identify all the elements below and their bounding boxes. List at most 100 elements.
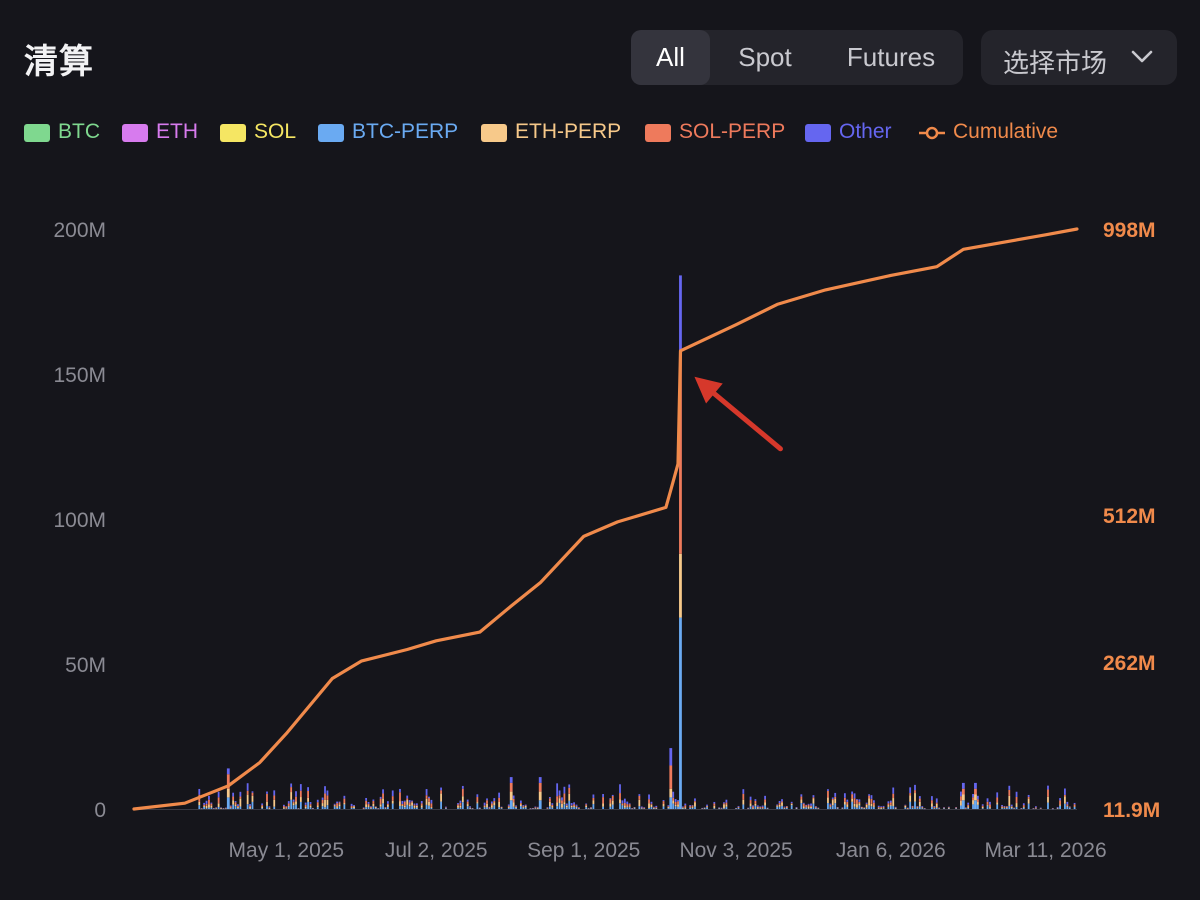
- daily-liquidation-bar-segment: [290, 787, 293, 793]
- daily-liquidation-bar-segment: [299, 801, 302, 809]
- daily-liquidation-bar-segment: [812, 795, 815, 798]
- daily-liquidation-bar-segment: [623, 802, 626, 806]
- daily-liquidation-bar-segment: [217, 797, 220, 804]
- daily-liquidation-bar-segment: [814, 806, 817, 808]
- daily-liquidation-bar-segment: [677, 806, 679, 809]
- daily-liquidation-bar-segment: [430, 803, 433, 807]
- daily-liquidation-bar-segment: [374, 808, 377, 809]
- daily-liquidation-bar-segment: [507, 804, 510, 806]
- daily-liquidation-bar-segment: [590, 807, 592, 809]
- daily-liquidation-bar-segment: [457, 803, 459, 805]
- daily-liquidation-bar-segment: [889, 800, 892, 803]
- daily-liquidation-bar-segment: [943, 808, 945, 809]
- legend-swatch: [318, 124, 344, 142]
- tab-all[interactable]: All: [631, 30, 710, 85]
- daily-liquidation-bar-segment: [430, 806, 433, 808]
- daily-liquidation-bar-segment: [343, 795, 346, 799]
- daily-liquidation-bar-segment: [379, 796, 382, 799]
- daily-liquidation-bar-segment: [754, 805, 757, 809]
- daily-liquidation-bar-segment: [1005, 807, 1008, 809]
- daily-liquidation-bar-segment: [723, 802, 725, 804]
- daily-liquidation-bar-segment: [575, 804, 578, 806]
- daily-liquidation-bar-segment: [563, 793, 566, 803]
- legend-swatch: [122, 124, 148, 142]
- daily-liquidation-bar-segment: [321, 797, 324, 800]
- daily-liquidation-bar-segment: [706, 807, 708, 809]
- daily-liquidation-bar-segment: [459, 802, 462, 806]
- daily-liquidation-bar-segment: [694, 801, 696, 803]
- daily-liquidation-bar-segment: [703, 808, 706, 809]
- daily-liquidation-bar-segment: [880, 807, 883, 809]
- daily-liquidation-bar-segment: [827, 790, 829, 798]
- daily-liquidation-bar-segment: [509, 800, 513, 809]
- daily-liquidation-bar-segment: [911, 806, 914, 808]
- daily-liquidation-bar-segment: [761, 805, 764, 807]
- daily-liquidation-bar-segment: [904, 807, 907, 809]
- daily-liquidation-bar-segment: [476, 794, 479, 798]
- daily-liquidation-bar-segment: [1027, 796, 1030, 799]
- daily-liquidation-bar-segment: [399, 806, 401, 809]
- daily-liquidation-bar-segment: [967, 802, 970, 805]
- daily-liquidation-bar-segment: [512, 802, 515, 807]
- right-axis-tick-label: 11.9M: [1103, 799, 1160, 822]
- daily-liquidation-bar-segment: [573, 806, 575, 807]
- daily-liquidation-bar-segment: [916, 808, 919, 809]
- daily-liquidation-bar-segment: [408, 802, 411, 805]
- daily-liquidation-bar-segment: [440, 787, 442, 791]
- daily-liquidation-bar-segment: [742, 789, 745, 794]
- daily-liquidation-bar-segment: [246, 790, 249, 795]
- market-select-dropdown[interactable]: 选择市场: [981, 30, 1177, 85]
- daily-liquidation-bar-segment: [872, 800, 875, 803]
- daily-liquidation-bar-segment: [568, 800, 571, 809]
- daily-liquidation-bar-segment: [805, 807, 808, 809]
- daily-liquidation-bar-segment: [229, 806, 232, 808]
- daily-liquidation-bar-segment: [408, 804, 411, 807]
- legend-swatch: [220, 124, 246, 142]
- daily-liquidation-bar-segment: [490, 801, 493, 804]
- daily-liquidation-bar-segment: [379, 798, 382, 805]
- daily-liquidation-bar-segment: [691, 807, 694, 809]
- daily-liquidation-bar-segment: [1003, 808, 1006, 809]
- daily-liquidation-bar-segment: [316, 802, 319, 806]
- daily-liquidation-bar-segment: [399, 788, 401, 793]
- tab-futures[interactable]: Futures: [846, 42, 936, 72]
- daily-liquidation-bar-segment: [585, 805, 588, 808]
- daily-liquidation-bar-segment: [754, 799, 757, 801]
- daily-liquidation-bar-segment: [374, 807, 377, 809]
- daily-liquidation-bar-segment: [367, 806, 370, 809]
- daily-liquidation-bar-segment: [512, 798, 515, 803]
- daily-liquidation-bar-segment: [851, 798, 854, 802]
- daily-liquidation-bar-segment: [1034, 807, 1037, 809]
- daily-liquidation-bar-segment: [967, 807, 970, 809]
- daily-liquidation-bar-segment: [469, 808, 471, 809]
- daily-liquidation-bar-segment: [1010, 807, 1013, 809]
- tab-spot[interactable]: Spot: [738, 42, 792, 72]
- daily-liquidation-bar-segment: [662, 801, 665, 804]
- daily-liquidation-bar-segment: [846, 804, 849, 807]
- daily-liquidation-bar-segment: [205, 805, 208, 809]
- daily-liquidation-bar-segment: [955, 807, 958, 809]
- daily-liquidation-bar-segment: [916, 806, 919, 807]
- daily-liquidation-bar-segment: [602, 806, 604, 809]
- daily-liquidation-bar-segment: [210, 807, 213, 809]
- daily-liquidation-bar-segment: [273, 799, 276, 807]
- daily-liquidation-bar-segment: [205, 803, 208, 806]
- daily-liquidation-bar-segment: [648, 799, 650, 804]
- daily-liquidation-bar-segment: [266, 801, 268, 806]
- daily-liquidation-bar-segment: [623, 807, 626, 809]
- daily-liquidation-bar-segment: [590, 808, 592, 809]
- daily-liquidation-bar-segment: [623, 798, 626, 803]
- daily-liquidation-bar-segment: [292, 799, 295, 802]
- daily-liquidation-bar-segment: [261, 806, 264, 809]
- daily-liquidation-bar-segment: [853, 793, 856, 799]
- daily-liquidation-bar-segment: [626, 807, 629, 809]
- daily-liquidation-bar-segment: [217, 806, 220, 809]
- daily-liquidation-bar-segment: [684, 807, 687, 809]
- legend-swatch: [645, 124, 671, 142]
- daily-liquidation-bar-segment: [208, 804, 210, 808]
- daily-liquidation-bar-segment: [585, 804, 588, 806]
- daily-liquidation-bar-segment: [292, 803, 295, 806]
- daily-liquidation-bar-segment: [326, 805, 329, 809]
- daily-liquidation-bar-segment: [870, 798, 873, 804]
